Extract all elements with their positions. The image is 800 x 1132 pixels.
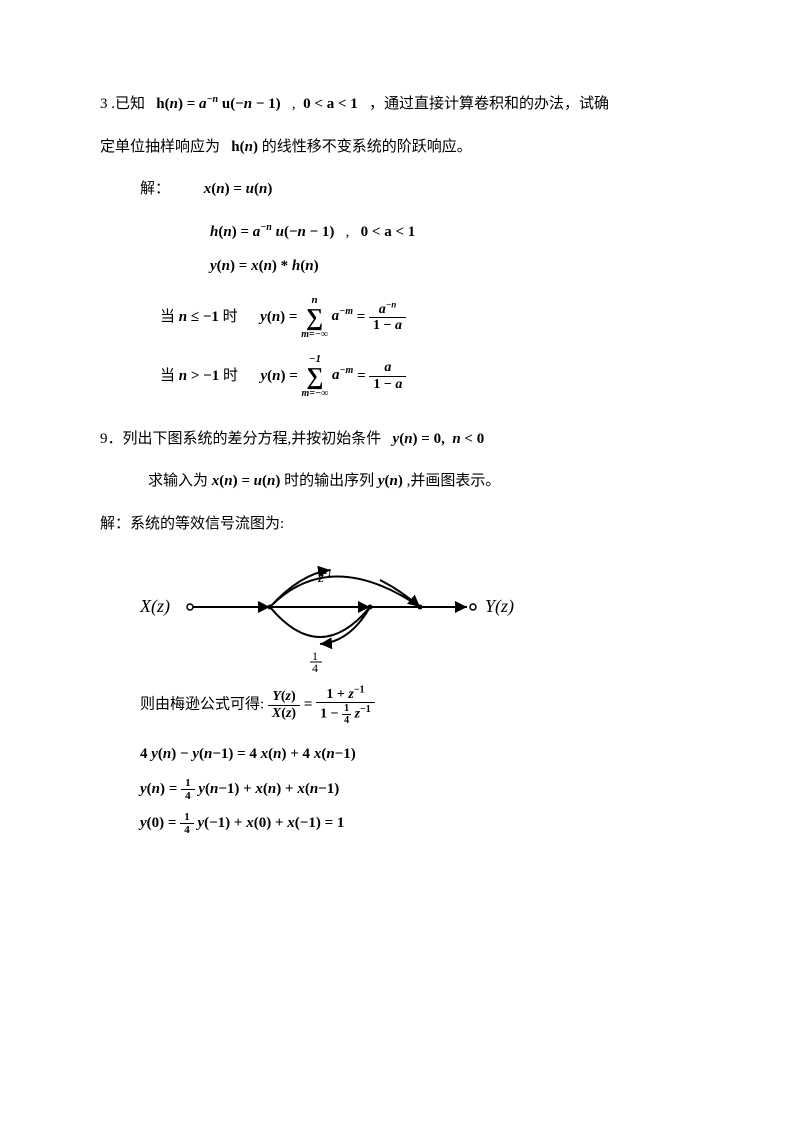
p3-h-expr: h(n) = a−n u(−n − 1) xyxy=(156,96,284,112)
eq3-rest: y(−1) + x(0) + x(−1) = 1 xyxy=(197,815,344,831)
p3-hn: h(n) xyxy=(231,139,258,155)
sum-bot: m=−∞ xyxy=(301,330,328,340)
mason-rhs: 1 + z−1 1 − 1 4 z−1 xyxy=(316,684,375,726)
p3-case1-pre: 当 xyxy=(160,308,175,324)
p3-case1-cond: n ≤ −1 xyxy=(179,308,219,324)
p3-case2-cond: n > −1 xyxy=(179,367,219,383)
p3-sol-line1: 解： x(n) = u(n) xyxy=(100,175,700,204)
eq-sign: = xyxy=(304,696,316,712)
p9-ic: y(n) = 0, n < 0 xyxy=(393,431,485,447)
p3-case1: 当 n ≤ −1 时 y(n) = n ∑ m=−∞ a−m = a−n 1 −… xyxy=(100,295,700,340)
p3-sum1-term: a−m xyxy=(332,308,353,324)
z-label: z-1 xyxy=(317,568,332,586)
p9-mason: 则由梅逊公式可得: Y(z) X(z) = 1 + z−1 1 − 1 4 z−… xyxy=(100,684,700,726)
p3-line2: 定单位抽样响应为 h(n) 的线性移不变系统的阶跃响应。 xyxy=(100,133,700,162)
p9-eq2: y(n) = 1 4 y(n−1) + x(n) + x(n−1) xyxy=(100,775,700,804)
sigma-icon: ∑ xyxy=(301,306,328,330)
eq-sign: = xyxy=(357,367,369,383)
p3-y-line: y(n) = x(n) * h(n) xyxy=(100,252,700,281)
p3-case1-when: 时 xyxy=(223,308,238,324)
p3-sum2-term: a−m xyxy=(332,367,353,383)
p3-h-line: h(n) = a−n u(−n − 1) , 0 < a < 1 xyxy=(100,218,700,247)
eq2-frac: 1 4 xyxy=(181,777,195,802)
signal-flow-diagram: X(z) Y(z) z-1 1 4 xyxy=(120,552,540,672)
p3-x-eq: x(n) = u(n) xyxy=(204,181,273,197)
p3-text2: 定单位抽样响应为 xyxy=(100,139,220,155)
sum-bot: m=−∞ xyxy=(302,389,329,399)
p3-h-eq: h(n) = a−n u(−n − 1) xyxy=(210,224,338,240)
p9-line2: 求输入为 x(n) = u(n) 时的输出序列 y(n) ,并画图表示。 xyxy=(100,467,700,496)
mason-lhs: Y(z) X(z) xyxy=(268,689,300,721)
p9-yn: y(n) xyxy=(378,473,403,489)
page-root: 3 .已知 h(n) = a−n u(−n − 1) , 0 < a < 1 ，… xyxy=(0,0,800,1132)
eq3-frac: 1 4 xyxy=(180,811,194,836)
quarter-den: 4 xyxy=(312,661,318,672)
p9-line2a: 求输入为 xyxy=(148,473,208,489)
yz-label: Y(z) xyxy=(485,596,514,617)
p9-eq3: y(0) = 1 4 y(−1) + x(0) + x(−1) = 1 xyxy=(100,809,700,838)
p3-case2: 当 n > −1 时 y(n) = −1 ∑ m=−∞ a−m = a 1 − … xyxy=(100,354,700,399)
p3-case2-when: 时 xyxy=(223,367,238,383)
p9-line2b: 时的输出序列 xyxy=(284,473,374,489)
p3-cond: 0 < a < 1 xyxy=(303,96,358,112)
p3-line1: 3 .已知 h(n) = a−n u(−n − 1) , 0 < a < 1 ，… xyxy=(100,90,700,119)
sum-top: −1 xyxy=(302,354,329,365)
p9-eq1: 4 y(n) − y(n−1) = 4 x(n) + 4 x(n−1) xyxy=(100,740,700,769)
p3-prefix: 3 .已知 xyxy=(100,96,145,112)
p9-xeq: x(n) = u(n) xyxy=(212,473,281,489)
eq1-math: 4 y(n) − y(n−1) = 4 x(n) + 4 x(n−1) xyxy=(140,746,356,762)
eq2-lhs: y(n) = xyxy=(140,781,181,797)
p3-text2-tail: 的线性移不变系统的阶跃响应。 xyxy=(262,139,472,155)
p9-line1: 9．列出下图系统的差分方程,并按初始条件 y(n) = 0, n < 0 xyxy=(100,425,700,454)
p9-prefix: 9．列出下图系统的差分方程,并按初始条件 xyxy=(100,431,381,447)
p3-case1-lhs: y(n) = xyxy=(260,308,301,324)
p3-case2-pre: 当 xyxy=(160,367,175,383)
sigma-icon: ∑ xyxy=(302,365,329,389)
p9-mason-text: 则由梅逊公式可得: xyxy=(140,696,264,712)
p9-sol-label: 解：系统的等效信号流图为: xyxy=(100,510,700,539)
eq3-lhs: y(0) = xyxy=(140,815,180,831)
p3-text1-mid: ，通过直接计算卷积和的办法，试确 xyxy=(369,96,609,112)
p3-sol-label: 解： xyxy=(140,181,170,197)
sum-top: n xyxy=(301,295,328,306)
p3-cond2: 0 < a < 1 xyxy=(361,224,416,240)
p3-frac1: a−n 1 − a xyxy=(369,300,406,333)
p3-sum2: −1 ∑ m=−∞ xyxy=(302,354,329,399)
p9-line2c: ,并画图表示。 xyxy=(407,473,501,489)
eq2-rest: y(n−1) + x(n) + x(n−1) xyxy=(198,781,339,797)
p3-y-eq: y(n) = x(n) * h(n) xyxy=(210,258,319,274)
eq-sign: = xyxy=(357,308,369,324)
p3-case2-lhs: y(n) = xyxy=(260,367,301,383)
xz-label: X(z) xyxy=(139,596,170,617)
p3-frac2: a 1 − a xyxy=(369,360,406,392)
p3-sum1: n ∑ m=−∞ xyxy=(301,295,328,340)
